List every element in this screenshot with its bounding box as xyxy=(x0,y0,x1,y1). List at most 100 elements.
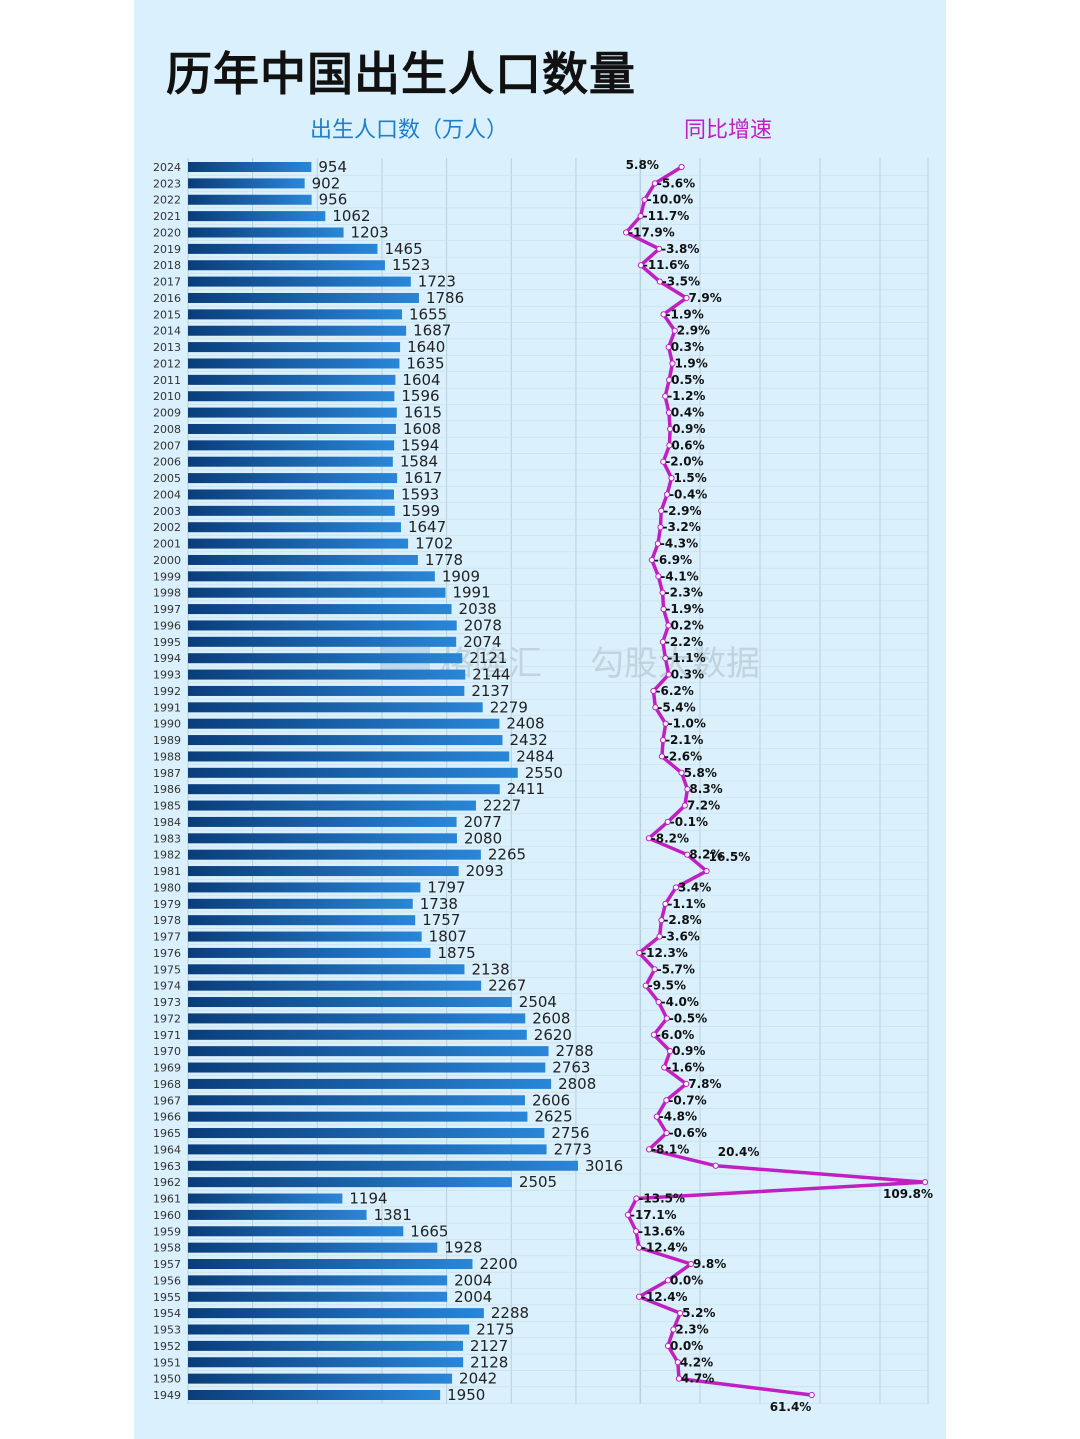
growth-point xyxy=(660,605,667,613)
year-label: 1981 xyxy=(153,865,181,878)
growth-point xyxy=(652,704,659,711)
year-label: 2002 xyxy=(153,521,181,534)
growth-value-label: -12.3% xyxy=(641,946,688,960)
growth-point xyxy=(650,687,657,695)
year-label: 1975 xyxy=(153,963,181,976)
year-label: 1961 xyxy=(153,1193,181,1206)
year-label: 1951 xyxy=(153,1356,181,1369)
growth-value-label: 2.3% xyxy=(675,1323,708,1337)
growth-value-label: -9.5% xyxy=(648,979,686,993)
bar-value-label: 1786 xyxy=(426,289,464,307)
growth-value-label: 0.3% xyxy=(671,340,704,354)
bar xyxy=(188,1209,367,1220)
bar-value-label: 1381 xyxy=(374,1206,412,1224)
bar xyxy=(188,440,395,451)
growth-point xyxy=(662,393,669,400)
growth-value-label: 0.2% xyxy=(670,618,703,632)
growth-value-label: -6.0% xyxy=(656,1028,694,1042)
bar xyxy=(188,243,378,254)
growth-value-label: -3.8% xyxy=(661,242,699,256)
growth-value-label: 4.7% xyxy=(681,1372,714,1386)
growth-value-label: -3.5% xyxy=(662,275,700,289)
bar xyxy=(188,342,401,353)
growth-point xyxy=(681,802,688,809)
growth-series: 5.8% -5.6% -10.0% -11.7% -17.9% -3.8% -11.6% -3… xyxy=(623,158,933,1414)
year-label: 1968 xyxy=(153,1078,181,1091)
growth-point xyxy=(658,507,665,514)
growth-point xyxy=(663,1097,670,1104)
bar xyxy=(188,522,401,533)
year-label: 1973 xyxy=(153,996,181,1009)
growth-point xyxy=(662,900,669,907)
bar xyxy=(188,554,418,565)
growth-point xyxy=(712,1162,719,1169)
year-label: 2020 xyxy=(153,226,181,239)
growth-point xyxy=(665,622,672,629)
growth-point xyxy=(683,1080,690,1088)
year-label: 2005 xyxy=(153,472,181,485)
bar-value-label: 2004 xyxy=(454,1288,492,1306)
growth-value-label: 2.9% xyxy=(677,324,710,338)
growth-value-label: -0.4% xyxy=(669,487,707,501)
growth-value-label: 4.2% xyxy=(680,1355,713,1369)
bar-value-label: 1465 xyxy=(384,240,422,258)
bar-value-label: 1594 xyxy=(401,436,439,454)
bar-value-label: 902 xyxy=(312,174,341,192)
year-label: 1962 xyxy=(153,1176,181,1189)
growth-value-label: 8.3% xyxy=(689,782,722,796)
bar xyxy=(188,1078,552,1089)
bar-value-label: 2121 xyxy=(469,649,507,667)
bar-value-label: 2788 xyxy=(556,1042,594,1060)
year-label: 1976 xyxy=(153,947,181,960)
bar-value-label: 2484 xyxy=(516,747,554,765)
year-label: 2016 xyxy=(153,292,181,305)
year-label: 2006 xyxy=(153,456,181,469)
bar-value-label: 1928 xyxy=(444,1239,482,1257)
year-label: 2001 xyxy=(153,538,181,551)
year-label: 1953 xyxy=(153,1324,181,1337)
bar-value-label: 1584 xyxy=(400,453,438,471)
bar xyxy=(188,816,457,827)
growth-value-label: -5.6% xyxy=(657,176,695,190)
growth-value-label: -4.8% xyxy=(659,1110,697,1124)
year-label: 1994 xyxy=(153,652,181,665)
growth-point xyxy=(684,851,691,858)
growth-point xyxy=(687,1260,695,1268)
growth-value-label: -4.0% xyxy=(661,995,699,1009)
year-label: 2008 xyxy=(153,423,181,436)
year-label: 2000 xyxy=(153,554,181,567)
growth-value-label: 5.8% xyxy=(684,766,717,780)
growth-point xyxy=(633,1228,640,1235)
year-label: 1955 xyxy=(153,1291,181,1304)
growth-point xyxy=(651,966,658,973)
growth-value-label: -6.9% xyxy=(654,553,692,567)
growth-value-label: 0.5% xyxy=(671,373,704,387)
bar xyxy=(188,866,459,877)
year-label: 2012 xyxy=(153,357,181,370)
bar-value-label: 2606 xyxy=(532,1091,570,1109)
bar-value-label: 1604 xyxy=(402,371,440,389)
growth-value-label: -5.7% xyxy=(657,962,695,976)
growth-point xyxy=(808,1391,815,1399)
growth-point xyxy=(660,311,667,318)
bar-value-label: 2756 xyxy=(551,1124,589,1142)
bar xyxy=(188,1373,453,1384)
year-label: 2023 xyxy=(153,177,181,190)
growth-point xyxy=(678,769,685,776)
year-label: 1963 xyxy=(153,1160,181,1173)
growth-value-label: 61.4% xyxy=(770,1400,812,1414)
bar-value-label: 2038 xyxy=(459,600,497,618)
bar xyxy=(188,685,465,696)
year-label: 1985 xyxy=(153,800,181,813)
growth-value-label: -13.5% xyxy=(638,1192,685,1206)
growth-value-label: 3.4% xyxy=(678,880,711,894)
growth-value-label: 1.5% xyxy=(674,471,707,485)
bar-value-label: 2138 xyxy=(471,960,509,978)
bar xyxy=(188,374,396,385)
growth-value-label: -2.1% xyxy=(665,733,703,747)
growth-value-label: -12.4% xyxy=(641,1241,688,1255)
growth-line xyxy=(624,165,927,1397)
growth-value-label: -11.7% xyxy=(643,209,690,223)
growth-point xyxy=(667,1048,674,1055)
bar xyxy=(188,980,482,991)
